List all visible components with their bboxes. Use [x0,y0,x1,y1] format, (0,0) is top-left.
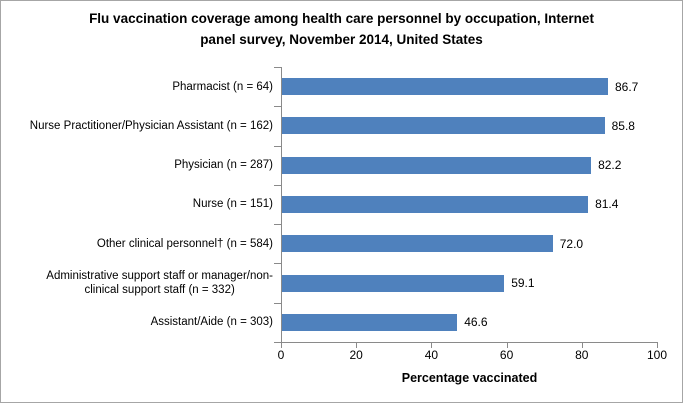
x-axis-title: Percentage vaccinated [401,371,538,385]
value-label-wrap: 72.0 [560,224,583,263]
chart-row: Assistant/Aide (n = 303) 46.6 [1,303,682,342]
category-label-wrap: Other clinical personnel† (n = 584) [1,224,273,263]
y-axis-tick [274,302,281,304]
value-label: 72.0 [559,236,584,251]
y-axis-line [281,67,282,343]
x-axis-tick [356,343,358,348]
chart-row: Nurse Practitioner/Physician Assistant (… [1,106,682,145]
category-label: Physician (n = 287) [174,159,273,172]
category-label-wrap: Nurse Practitioner/Physician Assistant (… [1,106,273,145]
category-label-wrap: Pharmacist (n = 64) [1,67,273,106]
chart-row: Administrative support staff or manager/… [1,263,682,302]
value-label-wrap: 46.6 [464,303,487,342]
value-label-wrap: 59.1 [511,263,534,302]
x-axis-tick [431,343,433,348]
y-axis-tick [274,145,281,147]
value-label: 59.1 [511,276,535,291]
x-axis-tick [581,343,583,348]
y-axis-tick [274,263,281,265]
value-label-wrap: 82.2 [598,146,621,185]
category-label: Nurse (n = 151) [192,198,273,211]
x-axis-tick-label: 60 [499,348,514,362]
x-axis-tick-label: 0 [277,348,285,362]
y-axis-tick [274,224,281,226]
value-label-wrap: 85.8 [612,106,635,145]
x-axis-tick-label: 100 [646,348,668,362]
category-label: Nurse Practitioner/Physician Assistant (… [29,119,273,132]
bar [282,78,608,96]
x-axis-tick [281,343,282,348]
chart-row: Pharmacist (n = 64) 86.7 [1,67,682,106]
bar [282,156,592,174]
chart-row: Nurse (n = 151) 81.4 [1,185,682,224]
category-label: Administrative support staff or manager/… [46,270,273,297]
x-axis-tick-label: 80 [575,348,589,362]
bar [282,195,589,213]
value-label: 86.7 [614,79,639,94]
category-label-wrap: Administrative support staff or manager/… [1,263,273,302]
category-label-wrap: Nurse (n = 151) [1,185,273,224]
y-axis-tick [274,67,281,68]
category-label: Assistant/Aide (n = 303) [150,316,273,329]
value-label: 85.8 [611,118,635,133]
value-label: 46.6 [464,315,488,330]
y-axis-tick [274,342,281,343]
x-axis-tick [657,343,658,348]
y-axis-tick [274,184,281,186]
category-label-wrap: Physician (n = 287) [1,146,273,185]
x-axis-tick-label: 40 [424,348,439,362]
chart-title: Flu vaccination coverage among health ca… [89,11,594,47]
category-label: Other clinical personnel† (n = 584) [96,237,273,250]
x-axis-tick [506,343,508,348]
chart-row: Physician (n = 287) 82.2 [1,146,682,185]
y-axis-tick [274,106,281,108]
value-label-wrap: 86.7 [615,67,638,106]
value-label: 81.4 [595,197,619,212]
category-label-wrap: Assistant/Aide (n = 303) [1,303,273,342]
bar [282,313,458,331]
value-label-wrap: 81.4 [595,185,618,224]
x-axis-line [281,342,658,343]
category-label: Pharmacist (n = 64) [172,80,273,93]
bar [282,117,605,135]
chart-row: Other clinical personnel† (n = 584) 72.0 [1,224,682,263]
bar [282,235,553,253]
value-label: 82.2 [598,158,622,173]
bar [282,274,505,292]
x-axis-tick-label: 20 [349,348,363,362]
